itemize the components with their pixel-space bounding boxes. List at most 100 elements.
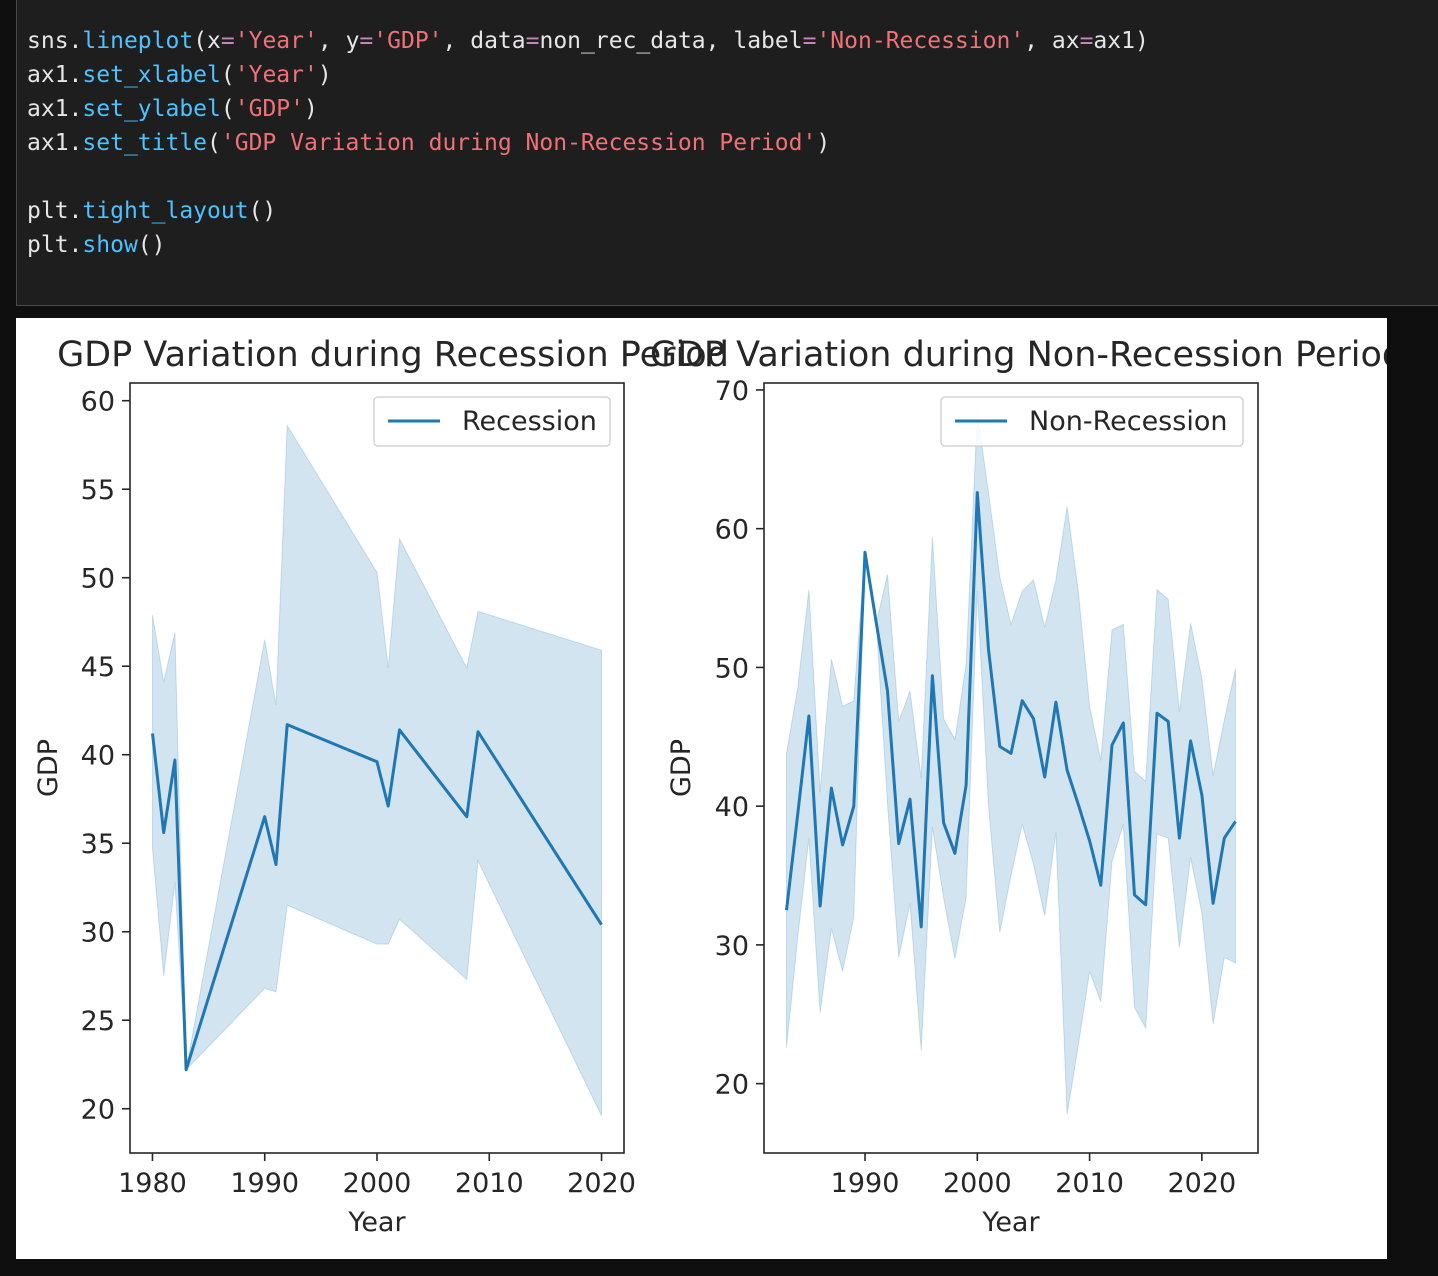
code-token: ( [220,62,235,88]
chart-title: GDP Variation during Recession Period [57,335,729,375]
y-tick-group: 20 25 30 35 40 45 50 55 60 [81,387,130,1126]
code-line: ax1.set_xlabel('Year') [27,58,1149,92]
code-token: sns [27,28,69,54]
legend: Non-Recession [940,396,1244,447]
y-tick-label: 45 [81,652,115,683]
y-tick-label: 20 [81,1095,115,1126]
legend-label: Recession [462,406,597,437]
code-token: set_ylabel [82,96,221,122]
code-token: ax1 [27,96,69,122]
y-tick-label: 40 [81,741,115,772]
y-tick-label: 35 [81,829,115,860]
code-line: ax1.set_ylabel('GDP') [27,92,1149,126]
y-tick-label: 30 [715,931,749,962]
code-token: = [525,28,540,54]
code-line: plt.show() [27,228,1149,262]
y-tick-label: 50 [715,653,749,684]
x-axis-label: Year [981,1207,1040,1238]
code-token: , [317,28,346,54]
code-token: = [802,28,817,54]
x-tick-label: 2000 [943,1168,1012,1199]
code-line: ax1.set_title('GDP Variation during Non-… [27,126,1149,160]
code-token: non_rec_data, label [539,28,803,54]
code-editor[interactable]: sns.lineplot(x='Year', y='GDP', data=non… [27,24,1149,262]
x-tick-label: 2010 [1055,1168,1124,1199]
code-token: = [1079,28,1094,54]
code-token: 'GDP Variation during Non-Recession Peri… [220,130,817,156]
confidence-band-group [152,423,602,1117]
code-token: . [68,232,83,258]
code-cell[interactable]: sns.lineplot(x='Year', y='GDP', data=non… [16,0,1438,306]
code-token: ) [816,130,831,156]
code-token: . [68,96,83,122]
cell-output: GDP Variation during Recession Period 19… [16,318,1387,1259]
legend-box [940,396,1244,447]
code-token: , ax [1024,28,1080,54]
code-token: ) [304,96,318,122]
code-token: = [359,28,374,54]
code-token: . [68,62,83,88]
code-token: ax1) [1093,28,1149,54]
code-token: . [68,28,83,54]
y-tick-label: 30 [81,918,115,949]
legend: Recession [373,396,611,447]
y-tick-label: 50 [81,564,115,595]
code-token: . [68,130,83,156]
code-token: show [82,232,138,258]
y-tick-label: 20 [715,1070,749,1101]
x-tick-group: 1990 2000 2010 2020 [831,1153,1236,1199]
confidence-band-group [786,413,1236,1115]
code-token: ( [220,96,235,122]
confidence-band [786,413,1236,1115]
code-token: () [137,232,166,258]
code-token: tight_layout [82,198,249,224]
code-token: 'GDP' [373,28,443,54]
code-token: lineplot [82,28,194,54]
code-token: 'GDP' [234,96,304,122]
x-tick-label: 1990 [831,1168,900,1199]
legend-label: Non-Recession [1029,406,1227,437]
x-tick-group: 1980 1990 2000 2010 2020 [118,1153,636,1199]
series-line-group [785,491,1237,929]
y-tick-label: 25 [81,1006,115,1037]
chart-title: GDP Variation during Non-Recession Perio… [650,335,1387,375]
code-token: y [345,28,360,54]
y-axis-label: GDP [33,739,64,797]
code-token: ) [317,62,332,88]
code-token: 'Year' [234,28,318,54]
x-tick-label: 2010 [455,1168,524,1199]
code-token: 'Year' [234,62,318,88]
series-line-group [151,723,603,1072]
y-tick-label: 70 [715,376,749,407]
y-tick-label: 60 [81,387,115,418]
y-tick-group: 20 30 40 50 60 70 [715,376,764,1101]
code-token: () [248,198,277,224]
y-tick-label: 60 [715,515,749,546]
code-token: , data [442,28,526,54]
x-tick-label: 2020 [567,1168,636,1199]
code-token: x [207,28,221,54]
y-tick-label: 55 [81,475,115,506]
axes-non-recession: GDP Variation during Non-Recession Perio… [650,335,1387,1238]
code-token: ax1 [27,62,69,88]
y-axis-label: GDP [666,739,697,797]
code-token: ax1 [27,130,69,156]
code-token: set_title [82,130,208,156]
confidence-band [152,423,602,1117]
code-token: = [220,28,235,54]
x-tick-label: 2000 [343,1168,412,1199]
x-tick-label: 1980 [118,1168,187,1199]
axes-frame [763,382,1259,1154]
x-tick-label: 1990 [230,1168,299,1199]
code-token: plt [27,198,69,224]
figure: GDP Variation during Recession Period 19… [33,335,1387,1238]
y-tick-label: 40 [715,792,749,823]
code-line: sns.lineplot(x='Year', y='GDP', data=non… [27,24,1149,58]
code-token: . [68,198,83,224]
code-line [27,160,1149,194]
code-token: plt [27,232,69,258]
x-axis-label: Year [347,1207,406,1238]
legend-box [373,396,611,447]
code-token: ( [193,28,208,54]
axes-recession: GDP Variation during Recession Period 19… [33,335,729,1238]
